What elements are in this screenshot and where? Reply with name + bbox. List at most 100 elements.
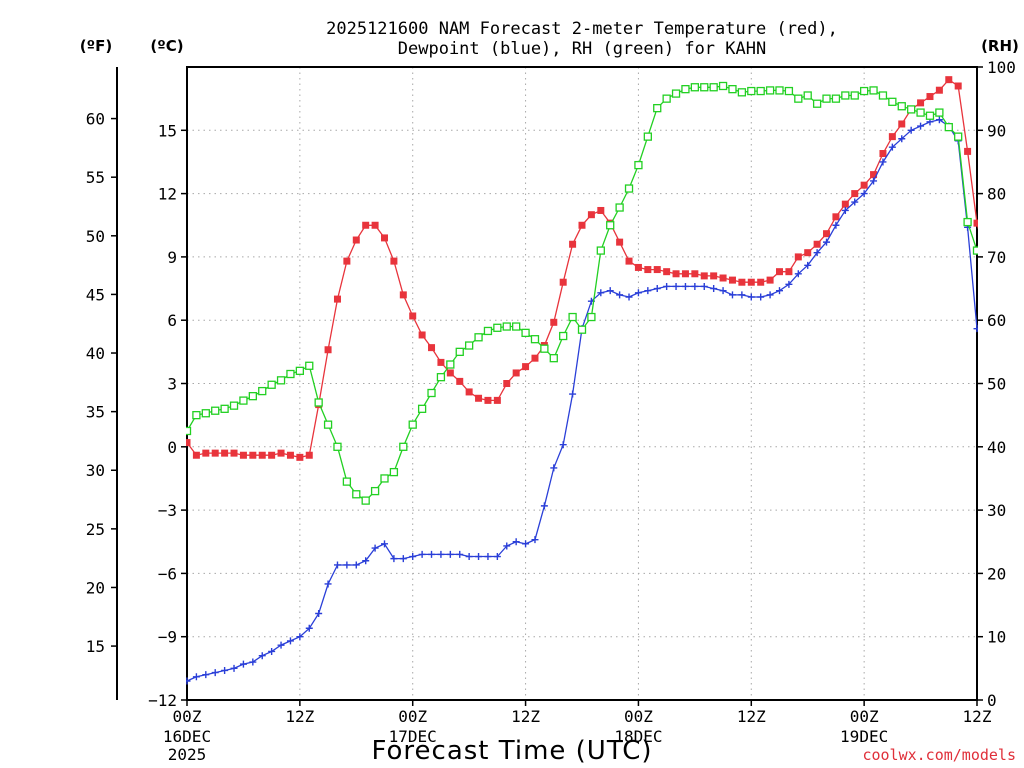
dewpoint-point [785, 280, 793, 288]
temperature-point [653, 266, 661, 274]
rh-point [474, 333, 483, 342]
fahrenheit-tick-label: 25 [86, 520, 105, 539]
dewpoint-line [186, 119, 978, 682]
rh-tick-label: 30 [987, 501, 1006, 520]
series-layer [186, 76, 978, 685]
rh-point [380, 474, 389, 483]
dewpoint-point [644, 287, 652, 295]
dewpoint-point [239, 660, 247, 668]
temperature-point [192, 451, 200, 459]
rh-point [972, 246, 978, 255]
dewpoint-point [286, 637, 294, 645]
celsius-tick-label: 0 [167, 438, 177, 457]
x-tick-date: 19DEC [840, 727, 888, 746]
rh-point [248, 392, 257, 401]
rh-point [455, 347, 464, 357]
x-tick-label: 12Z [511, 707, 540, 726]
celsius-tick-label: 9 [167, 248, 177, 267]
rh-point [907, 105, 916, 114]
x-tick-year: 2025 [168, 745, 207, 764]
rh-point [186, 426, 192, 436]
rh-tick-label: 10 [987, 628, 1006, 647]
celsius-tick-label: −3 [158, 501, 177, 520]
rh-point [784, 86, 794, 96]
dewpoint-point [860, 190, 868, 198]
fahrenheit-tick-label: 50 [86, 227, 105, 246]
temperature-point [935, 86, 943, 94]
temperature-point [362, 221, 370, 229]
rh-point [925, 111, 935, 120]
rh-point [286, 369, 295, 379]
dewpoint-point [766, 291, 774, 299]
dewpoint-point [898, 135, 906, 143]
rh-point [681, 85, 690, 94]
rh-tick-label: 70 [987, 248, 1006, 267]
temperature-point [832, 213, 840, 221]
dewpoint-point [888, 143, 896, 151]
dewpoint-point [625, 293, 633, 301]
temperature-point [785, 268, 793, 276]
rh-point [323, 420, 333, 429]
temperature-point [211, 449, 219, 457]
temperature-point [644, 266, 652, 274]
dewpoint-point [428, 550, 436, 558]
dewpoint-point [381, 540, 388, 548]
rh-point [483, 326, 493, 336]
dewpoint-point [728, 291, 736, 299]
temperature-point [277, 449, 285, 457]
dewpoint-point [851, 198, 859, 206]
temperature-point [954, 82, 962, 90]
temperature-point [249, 451, 257, 459]
celsius-tick-label: 15 [158, 121, 177, 140]
dewpoint-point [804, 261, 812, 269]
x-tick-label: 12Z [963, 707, 992, 726]
rh-tick-label: 50 [987, 375, 1006, 394]
rh-point [662, 94, 671, 103]
dewpoint-point [719, 287, 727, 295]
axes [111, 66, 983, 706]
temperature-point [399, 291, 407, 299]
temperature-point [324, 346, 332, 354]
rh-point [916, 108, 925, 117]
dewpoint-point [343, 561, 351, 569]
temperature-point [879, 150, 887, 158]
rh-point [436, 373, 446, 382]
rh-point [897, 102, 906, 111]
dewpoint-point [653, 285, 661, 293]
dewpoint-point [776, 287, 783, 295]
rh-point [859, 86, 869, 96]
rh-tick-label: 100 [987, 58, 1016, 77]
rh-point [728, 85, 737, 94]
rh-line [186, 85, 978, 502]
temperature-point [559, 278, 567, 286]
dewpoint-point [917, 122, 925, 130]
dewpoint-point [879, 158, 887, 166]
rh-point [963, 217, 972, 227]
dewpoint-series [186, 116, 978, 685]
temperature-point [851, 190, 859, 198]
dewpoint-point [192, 673, 200, 681]
temperature-point [663, 268, 671, 276]
rh-point [427, 388, 436, 398]
rh-point [690, 83, 700, 92]
dewpoint-point [186, 677, 191, 685]
x-tick-label: 00Z [624, 707, 653, 726]
temperature-point [202, 449, 210, 457]
rh-tick-label: 0 [987, 691, 997, 710]
rh-point [389, 467, 399, 477]
rh-point [521, 328, 530, 338]
temperature-point [700, 272, 708, 280]
temperature-point [390, 257, 398, 265]
temperature-point [418, 331, 426, 339]
rh-point [624, 184, 634, 193]
rh-point [361, 496, 370, 505]
rh-point [352, 490, 361, 499]
temperature-point [804, 249, 812, 257]
dewpoint-point [512, 538, 520, 546]
dewpoint-point [399, 555, 407, 563]
temperature-point [352, 236, 360, 244]
dewpoint-point [352, 561, 360, 569]
temperature-point [381, 234, 388, 242]
temperature-point [465, 388, 473, 396]
rh-point [606, 221, 615, 230]
